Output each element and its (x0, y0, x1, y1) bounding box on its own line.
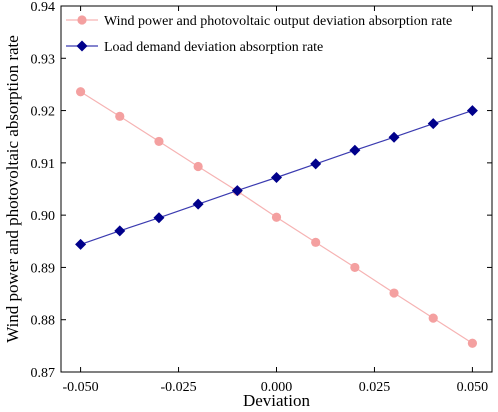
data-point-load-demand (192, 198, 204, 210)
x-tick-label: -0.050 (63, 380, 99, 395)
data-point-load-demand (388, 131, 400, 143)
y-tick-label: 0.94 (31, 0, 56, 15)
y-tick-label: 0.89 (31, 261, 56, 276)
legend: Wind power and photovoltaic output devia… (66, 14, 452, 55)
data-point-load-demand (349, 144, 361, 156)
data-point-wind-pv (311, 237, 321, 247)
x-tick-label: 0.025 (359, 380, 391, 395)
y-tick-label: 0.92 (31, 105, 56, 120)
data-point-wind-pv (467, 338, 478, 348)
legend-label-load-demand: Load demand deviation absorption rate (104, 40, 323, 55)
chart-marks (75, 87, 478, 348)
axis-ticks: -0.050 -0.025 0.000 0.025 0.050 0.87 0.88 0.89 0… (31, 0, 492, 395)
y-tick-label: 0.87 (31, 366, 56, 381)
data-point-wind-pv (193, 161, 203, 172)
data-point-wind-pv (389, 288, 399, 298)
x-tick-label: -0.025 (160, 380, 196, 395)
data-point-wind-pv (428, 313, 438, 323)
legend-label-wind-pv: Wind power and photovoltaic output devia… (104, 14, 452, 29)
data-point-load-demand (310, 158, 322, 170)
data-point-load-demand (114, 225, 126, 237)
data-point-load-demand (427, 118, 439, 130)
data-point-wind-pv (115, 111, 125, 121)
y-tick-label: 0.91 (31, 157, 56, 172)
y-tick-label: 0.90 (31, 209, 56, 224)
data-point-load-demand (231, 185, 243, 197)
x-tick-label: 0.050 (457, 380, 489, 395)
legend-marker-wind-pv (77, 15, 87, 25)
data-point-wind-pv (271, 212, 282, 222)
legend-marker-load-demand (76, 40, 88, 52)
data-point-wind-pv (75, 87, 86, 97)
y-axis-label: Wind power and photovoltaic absorption r… (3, 35, 22, 343)
data-point-load-demand (466, 105, 478, 117)
data-point-wind-pv (154, 136, 164, 147)
data-point-load-demand (75, 238, 87, 250)
y-tick-label: 0.93 (31, 52, 56, 67)
plot-frame (60, 5, 493, 373)
y-tick-label: 0.88 (31, 314, 56, 329)
data-point-wind-pv (350, 262, 360, 273)
data-point-load-demand (271, 171, 282, 183)
x-axis-label: Deviation (243, 391, 311, 410)
data-point-load-demand (153, 212, 165, 224)
x-tick-label: 0.000 (261, 380, 293, 395)
